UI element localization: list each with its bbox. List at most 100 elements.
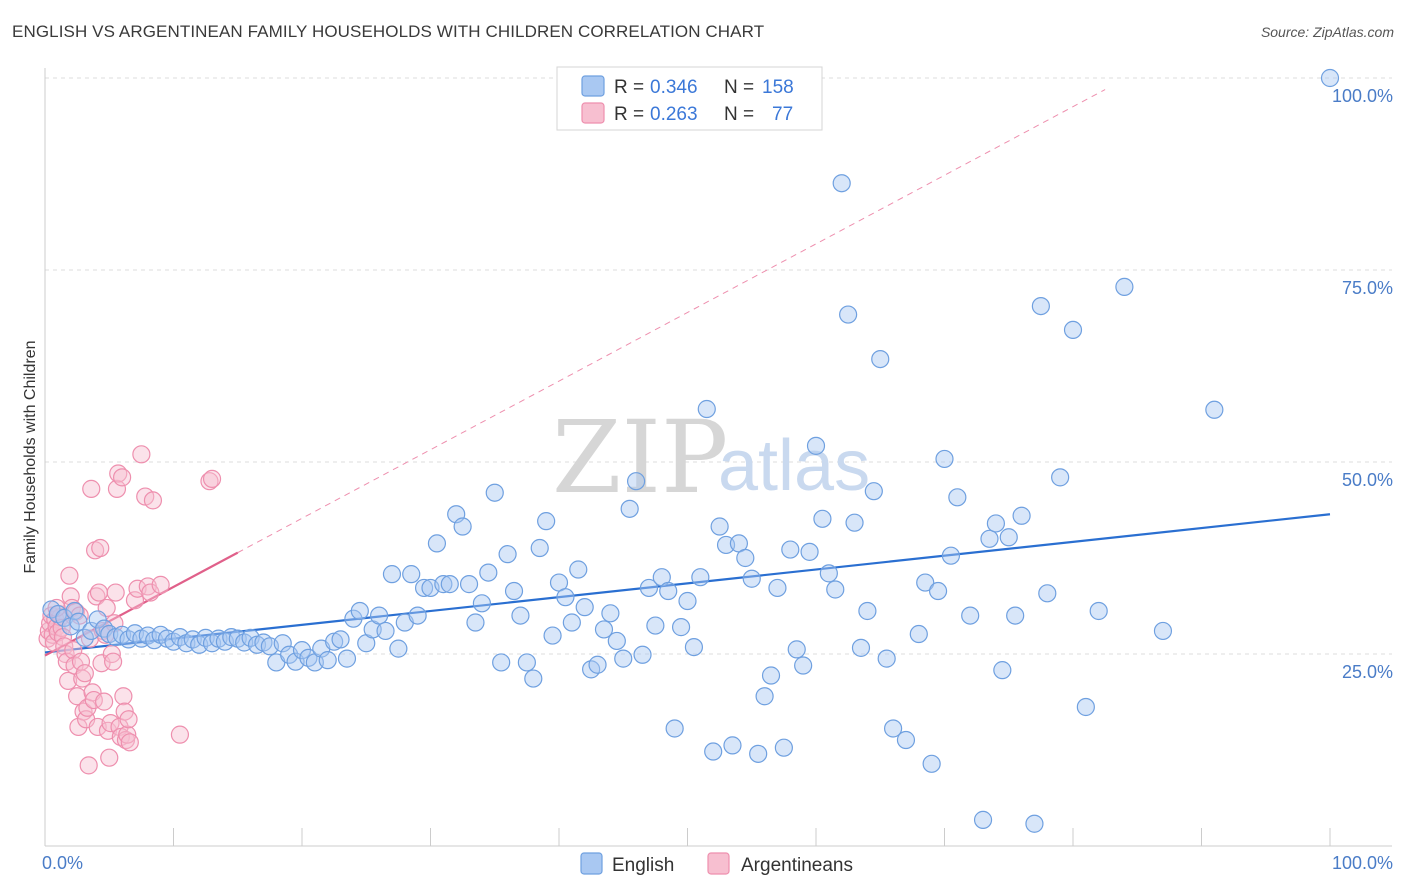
english-point-144 (986, 514, 1006, 533)
english-point-47 (337, 649, 357, 668)
argentinean-point-50 (102, 644, 121, 664)
english-point-92 (626, 472, 646, 491)
english-point-149 (1025, 814, 1044, 833)
legend-r-value-argentinean: 0.263 (650, 104, 698, 125)
english-point-143 (980, 529, 999, 548)
english-point-115 (774, 738, 793, 757)
english-point-101 (684, 637, 704, 657)
english-point-147 (1006, 606, 1025, 625)
english-point-119 (800, 542, 819, 561)
english-point-133 (896, 730, 916, 750)
english-point-134 (909, 624, 928, 644)
y-tick-label-100: 100.0% (1332, 86, 1393, 106)
english-point-63 (440, 575, 459, 594)
english-point-44 (318, 651, 337, 670)
english-point-73 (504, 581, 524, 601)
english-point-78 (537, 512, 556, 531)
english-point-65 (453, 517, 472, 536)
english-point-95 (646, 616, 665, 635)
chart-title: ENGLISH VS ARGENTINEAN FAMILY HOUSEHOLDS… (12, 22, 765, 41)
watermark-atlas: atlas (718, 426, 870, 506)
english-point-145 (993, 661, 1012, 680)
english-point-152 (1051, 468, 1070, 487)
argentinean-point-64 (120, 733, 139, 752)
argentinean-point-59 (114, 687, 133, 706)
english-point-118 (794, 656, 813, 675)
argentinean-point-41 (91, 538, 110, 558)
bottom-legend: English Argentineans (580, 852, 853, 876)
argentinean-point-48 (100, 748, 119, 767)
english-point-135 (916, 573, 935, 592)
english-point-117 (787, 640, 806, 659)
trend-line-argentinean-extension (237, 89, 1106, 554)
watermark-zip: ZIP (552, 399, 728, 516)
argentinean-point-29 (75, 664, 94, 683)
argentinean-point-34 (82, 479, 101, 498)
legend: R = 0.346 N = 158 R = 0.263 N = 77 (556, 66, 823, 131)
grid-lines (45, 77, 1392, 655)
english-point-129 (864, 482, 883, 501)
english-point-71 (492, 653, 511, 672)
english-point-140 (948, 488, 967, 507)
argentinean-points (38, 445, 222, 775)
argentinean-point-65 (125, 591, 145, 610)
english-point-77 (530, 538, 549, 558)
english-point-125 (839, 305, 858, 324)
english-point-137 (928, 581, 948, 601)
trend-line-argentinean (44, 551, 239, 657)
english-point-123 (826, 580, 845, 599)
bottom-legend-argentineans: Argentineans (741, 855, 853, 876)
english-point-79 (543, 626, 562, 645)
english-point-8 (88, 610, 107, 629)
y-tick-label-25: 25.0% (1342, 662, 1393, 682)
watermark: ZIP atlas (552, 399, 870, 516)
english-point-124 (832, 174, 851, 193)
english-point-89 (607, 631, 626, 651)
english-point-158 (1205, 400, 1224, 419)
bottom-legend-swatch-argentinean (707, 852, 730, 875)
english-point-107 (723, 736, 742, 755)
english-point-62 (434, 575, 453, 594)
legend-r-value-english: 0.346 (650, 77, 698, 98)
english-point-86 (588, 655, 607, 674)
english-point-116 (781, 540, 800, 559)
english-point-111 (749, 744, 768, 763)
argentinean-point-63 (119, 710, 138, 729)
x-tick-labels: 0.0% 100.0% (42, 853, 1393, 873)
english-point-59 (414, 578, 434, 598)
english-point-67 (466, 613, 485, 632)
argentinean-point-54 (107, 479, 127, 498)
english-point-87 (594, 620, 614, 639)
english-point-110 (742, 569, 761, 588)
english-point-57 (402, 565, 421, 584)
english-point-102 (691, 568, 710, 587)
legend-n-value-english: 158 (762, 77, 794, 98)
english-point-146 (999, 528, 1018, 547)
english-point-132 (883, 719, 903, 738)
legend-n-value-argentinean: 77 (772, 104, 793, 125)
argentinean-point-42 (92, 654, 111, 673)
trend-lines (44, 89, 1331, 657)
english-point-139 (941, 546, 961, 565)
english-point-159 (1320, 68, 1340, 88)
english-point-138 (935, 449, 954, 469)
english-point-49 (350, 601, 369, 621)
axes (44, 68, 1392, 847)
argentinean-point-70 (141, 583, 160, 602)
x-tick-label-max: 100.0% (1332, 853, 1393, 873)
bottom-legend-swatch-english (580, 852, 603, 875)
argentinean-point-13 (55, 637, 74, 656)
english-point-103 (697, 399, 716, 419)
argentinean-point-71 (143, 491, 163, 510)
english-point-109 (736, 548, 755, 568)
argentinean-point-73 (170, 725, 190, 744)
english-point-69 (479, 563, 498, 582)
x-tick-label-min: 0.0% (42, 853, 83, 873)
argentinean-point-75 (202, 469, 222, 488)
english-point-122 (819, 564, 838, 583)
y-tick-label-50: 50.0% (1342, 470, 1393, 490)
argentinean-point-51 (104, 652, 123, 671)
english-point-130 (871, 349, 890, 369)
legend-swatch-english (581, 75, 605, 97)
